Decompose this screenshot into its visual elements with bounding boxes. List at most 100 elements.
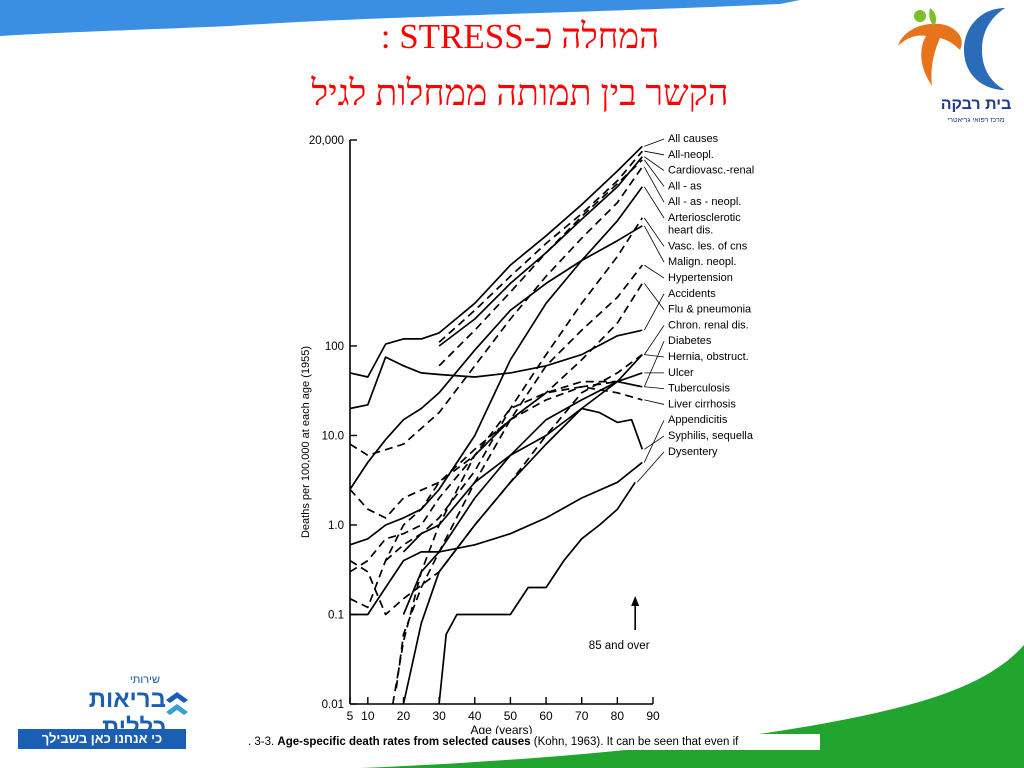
legend-label-all-causes: All causes [668,133,719,145]
legend-leader-all-as [643,159,665,187]
caption-title: Age-specific death rates from selected c… [277,736,531,748]
chart-legend: All causes All-neopl. Cardiovasc.-renal All… [636,133,754,483]
beit-rivka-logo-name: בית רבקה [940,96,1012,113]
y-tick-label: 0.01 [322,699,344,711]
caption-text: (Kohn, 1963). It can be seen that even i… [533,736,739,748]
x-tick-label: 60 [539,709,553,723]
series-line-arteriosclerotic-heart-dis [349,186,643,546]
x-tick-label: 5 [347,709,354,723]
series-line-vasc-les-of-cns [385,217,644,562]
legend-leader-all-causes [644,138,665,147]
legend-leader-chron-renal-dis [643,325,665,355]
blue-swoosh [0,0,800,36]
series-line-dysentery [438,481,636,705]
legend-leader-hypertension [644,264,665,279]
legend-leader-accidents [643,293,665,331]
legend-label-diabetes: Diabetes [668,335,712,347]
series-line-accidents [349,329,643,410]
legend-label-arteriosclerotic-heart-dis: Arteriosclerotic [668,212,741,224]
clalit-logo: שירותי בריאות כללית כי אנחנו כאן בשבילך [14,670,194,754]
series-line-tuberculosis [349,380,643,609]
legend-label-liver-cirrhosis: Liver cirrhosis [668,398,736,410]
beit-rivka-logo-subtitle: מרכז רפואי גריאטרי [947,117,1005,124]
legend-label-appendicitis: Appendicitis [668,414,728,426]
legend-label-dysentery: Dysentery [668,446,718,458]
legend-label-arteriosclerotic-heart-dis: heart dis. [668,225,713,237]
x-axis-label: Age (years) [470,723,532,734]
legend-leader-tuberculosis [644,386,665,390]
legend-leader-all-neopl [644,150,665,156]
legend-label-cardiovasc-renal: Cardiovasc.-renal [668,165,754,177]
series-line-all-causes [349,145,643,378]
y-tick-label: 0.1 [328,609,344,621]
legend-label-hernia-obstruct: Hernia, obstruct. [668,351,749,363]
y-tick-label: 10.0 [322,430,344,442]
slide-title-line2: הקשר בין תמותה ממחלות לגיל [311,73,729,113]
legend-label-syphilis-sequella: Syphilis, sequella [668,430,754,442]
x-tick-label: 40 [468,709,482,723]
x-tick-label: 90 [646,709,660,723]
green-swoosh [360,645,1024,768]
series-line-appendicitis [350,461,643,616]
legend-leader-diabetes [643,341,665,387]
series-line-liver-cirrhosis [391,385,643,705]
series-line-diabetes [349,380,643,573]
chart-annotation: 85 and over [589,596,650,652]
series-line-cardiovasc-renal [438,156,643,347]
legend-leader-cardiovasc-renal [644,156,665,171]
legend-label-all-as: All - as [668,180,702,192]
legend-label-malign-neopl: Malign. neopl. [668,256,737,268]
y-tick-label: 1.0 [328,520,344,532]
series-line-chron-renal-dis [402,354,643,553]
legend-label-chron-renal-dis: Chron. renal dis. [668,319,749,331]
x-tick-label: 80 [611,709,625,723]
series-line-ulcer [402,372,643,615]
legend-leader-flu-pneumonia [643,283,665,310]
annotation-label: 85 and over [589,640,650,652]
x-tick-label: 70 [575,709,589,723]
legend-label-flu-pneumonia: Flu & pneumonia [668,304,752,316]
series-line-all-as [438,159,643,367]
slide-title-line1: המחלה כ-STRESS : [380,17,660,56]
series-line-all-neopl [438,150,643,343]
series-line-flu-pneumonia [349,282,644,519]
beit-rivka-emblem-icon [898,8,1005,90]
death-rate-chart: 0.01 0.1 1.0 10.0 100 20,000 5 10 20 30 40 50 60 70 80… [300,133,754,734]
legend-leader-syphilis-sequella [644,435,665,450]
y-tick-label: 100 [325,341,344,353]
legend-label-vasc-les-of-cns: Vasc. les. of cns [668,240,748,252]
legend-leader-dysentery [636,451,665,483]
x-tick-label: 50 [504,709,518,723]
beit-rivka-logo: בית רבקה מרכז רפואי גריאטרי [890,4,1020,129]
series-line-hypertension [395,264,643,689]
clalit-tagline: כי אנחנו כאן בשבילך [18,729,186,749]
legend-label-hypertension: Hypertension [668,272,733,284]
legend-leader-malign-neopl [643,225,665,263]
y-tick-label: 20,000 [309,135,344,147]
legend-label-ulcer: Ulcer [668,367,694,379]
chart-axes: 0.01 0.1 1.0 10.0 100 20,000 5 10 20 30 40 50 60 70 80… [300,135,660,734]
legend-leader-hernia-obstruct [644,354,665,358]
legend-label-accidents: Accidents [668,288,716,300]
series-line-all-as-neopl [349,166,643,457]
figure-caption: . 3-3. Age-specific death rates from sel… [248,734,820,750]
clalit-logo-small-text: שירותי [129,674,161,686]
clalit-emblem-icon [166,692,188,715]
legend-leader-liver-cirrhosis [644,399,665,405]
legend-label-tuberculosis: Tuberculosis [668,383,730,395]
legend-leader-appendicitis [643,420,665,463]
annotation-arrow-head [631,596,640,606]
series-line-hernia-obstruct [349,353,643,616]
legend-label-all-as-neopl: All - as - neopl. [668,196,741,208]
legend-label-all-neopl: All-neopl. [668,149,714,161]
plot-lines [349,145,644,705]
caption-prefix: . 3-3. [248,736,275,748]
x-tick-label: 20 [397,709,411,723]
legend-leader-all-as-neopl [643,166,665,203]
x-tick-label: 10 [361,709,375,723]
legend-leader-arteriosclerotic-heart-dis [643,186,665,219]
series-line-malign-neopl [349,225,643,490]
series-line-syphilis-sequella [402,407,644,705]
y-axis-label: Deaths per 100,000 at each age (1955) [300,346,312,538]
